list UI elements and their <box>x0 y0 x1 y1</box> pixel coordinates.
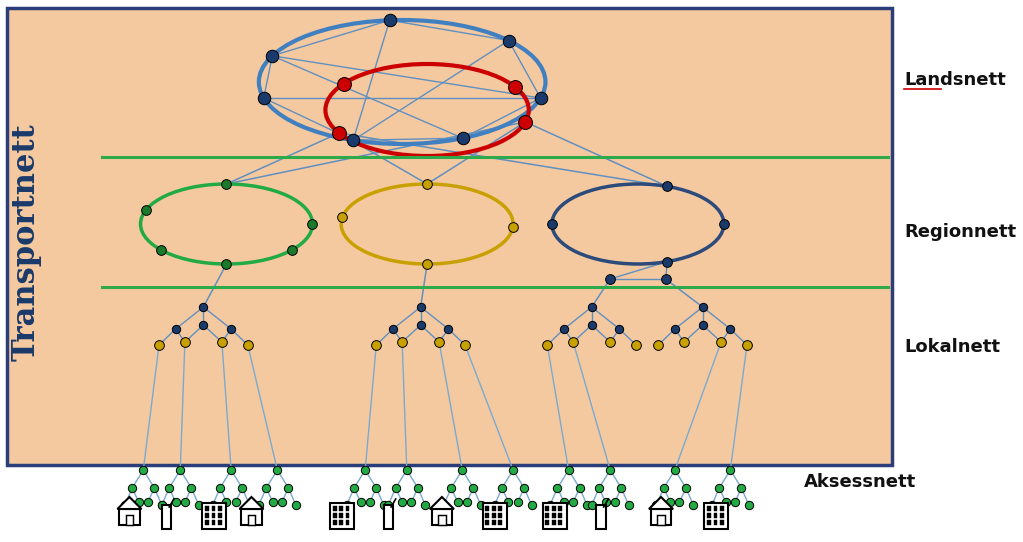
Polygon shape <box>430 497 454 509</box>
Bar <box>651 509 671 525</box>
Bar <box>340 513 343 518</box>
Bar <box>559 513 562 518</box>
Bar <box>206 520 209 525</box>
Bar <box>384 505 393 529</box>
Bar <box>212 506 216 511</box>
Text: Aksessnett: Aksessnett <box>804 473 917 491</box>
Bar <box>340 506 343 511</box>
Bar <box>705 503 728 529</box>
Bar <box>707 513 711 518</box>
Bar <box>7 8 892 465</box>
Bar <box>498 513 502 518</box>
Bar <box>492 513 495 518</box>
Bar <box>218 513 222 518</box>
Bar <box>658 515 665 525</box>
Bar <box>720 506 724 511</box>
Bar <box>492 506 495 511</box>
Bar <box>485 513 489 518</box>
Bar <box>126 515 133 525</box>
Bar <box>498 520 502 525</box>
Bar <box>218 520 222 525</box>
Text: Lokalnett: Lokalnett <box>904 338 1000 356</box>
Bar <box>720 520 724 525</box>
Bar <box>162 505 171 529</box>
Bar <box>714 513 717 518</box>
Bar <box>340 520 343 525</box>
Bar <box>714 506 717 511</box>
Bar <box>248 515 255 525</box>
Bar <box>212 520 216 525</box>
Bar <box>120 509 139 525</box>
Bar <box>559 506 562 511</box>
Bar <box>206 506 209 511</box>
Bar <box>596 505 606 529</box>
Bar <box>552 513 555 518</box>
Bar <box>542 503 567 529</box>
Bar <box>485 520 489 525</box>
Bar <box>720 513 724 518</box>
Bar <box>432 509 452 525</box>
Bar <box>332 513 337 518</box>
Bar <box>552 520 555 525</box>
Polygon shape <box>118 497 141 509</box>
Bar <box>545 520 549 525</box>
Bar <box>203 503 226 529</box>
Bar <box>218 506 222 511</box>
Bar <box>330 503 354 529</box>
Bar <box>492 520 495 525</box>
Bar <box>552 506 555 511</box>
Bar <box>332 506 337 511</box>
Bar <box>212 513 216 518</box>
Bar <box>498 506 502 511</box>
Bar <box>483 503 506 529</box>
Polygon shape <box>649 497 673 509</box>
Bar <box>346 506 350 511</box>
Bar <box>545 513 549 518</box>
Bar <box>714 520 717 525</box>
Bar <box>707 520 711 525</box>
Bar <box>346 513 350 518</box>
Bar <box>545 506 549 511</box>
Polygon shape <box>239 497 264 509</box>
Text: Regionnett: Regionnett <box>904 223 1016 241</box>
Bar <box>332 520 337 525</box>
Bar <box>485 506 489 511</box>
Bar <box>241 509 262 525</box>
Text: Landsnett: Landsnett <box>904 71 1006 89</box>
Bar <box>346 520 350 525</box>
Bar <box>559 520 562 525</box>
Bar <box>438 515 446 525</box>
Bar <box>707 506 711 511</box>
Bar <box>206 513 209 518</box>
Text: Transportnett: Transportnett <box>10 123 41 361</box>
